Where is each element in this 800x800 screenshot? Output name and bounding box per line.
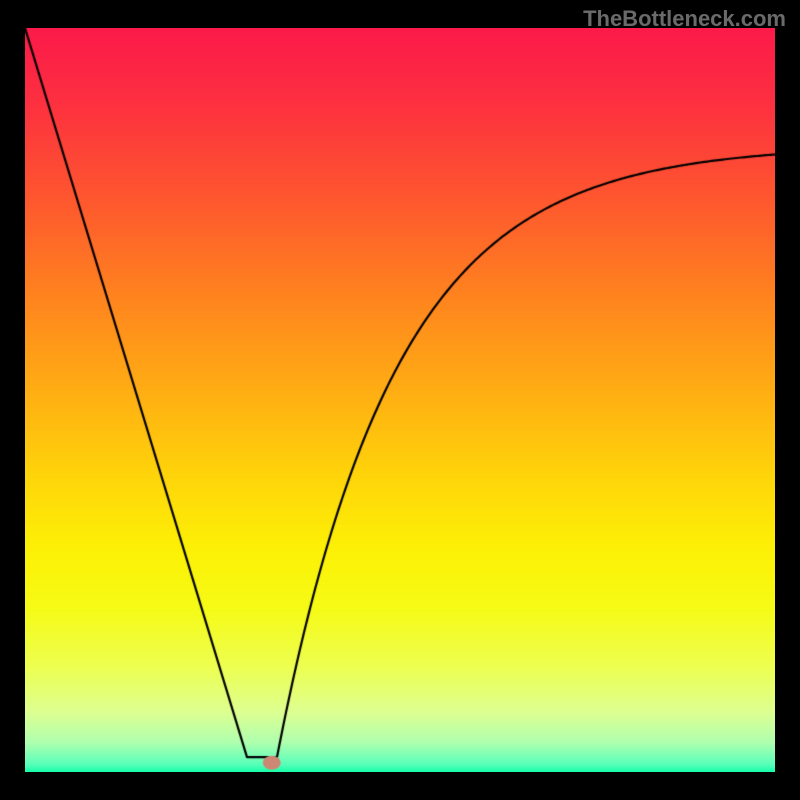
image-root: TheBottleneck.com	[0, 0, 800, 800]
plot-area	[25, 28, 775, 772]
watermark-label: TheBottleneck.com	[583, 6, 786, 32]
curve-layer	[25, 28, 775, 772]
